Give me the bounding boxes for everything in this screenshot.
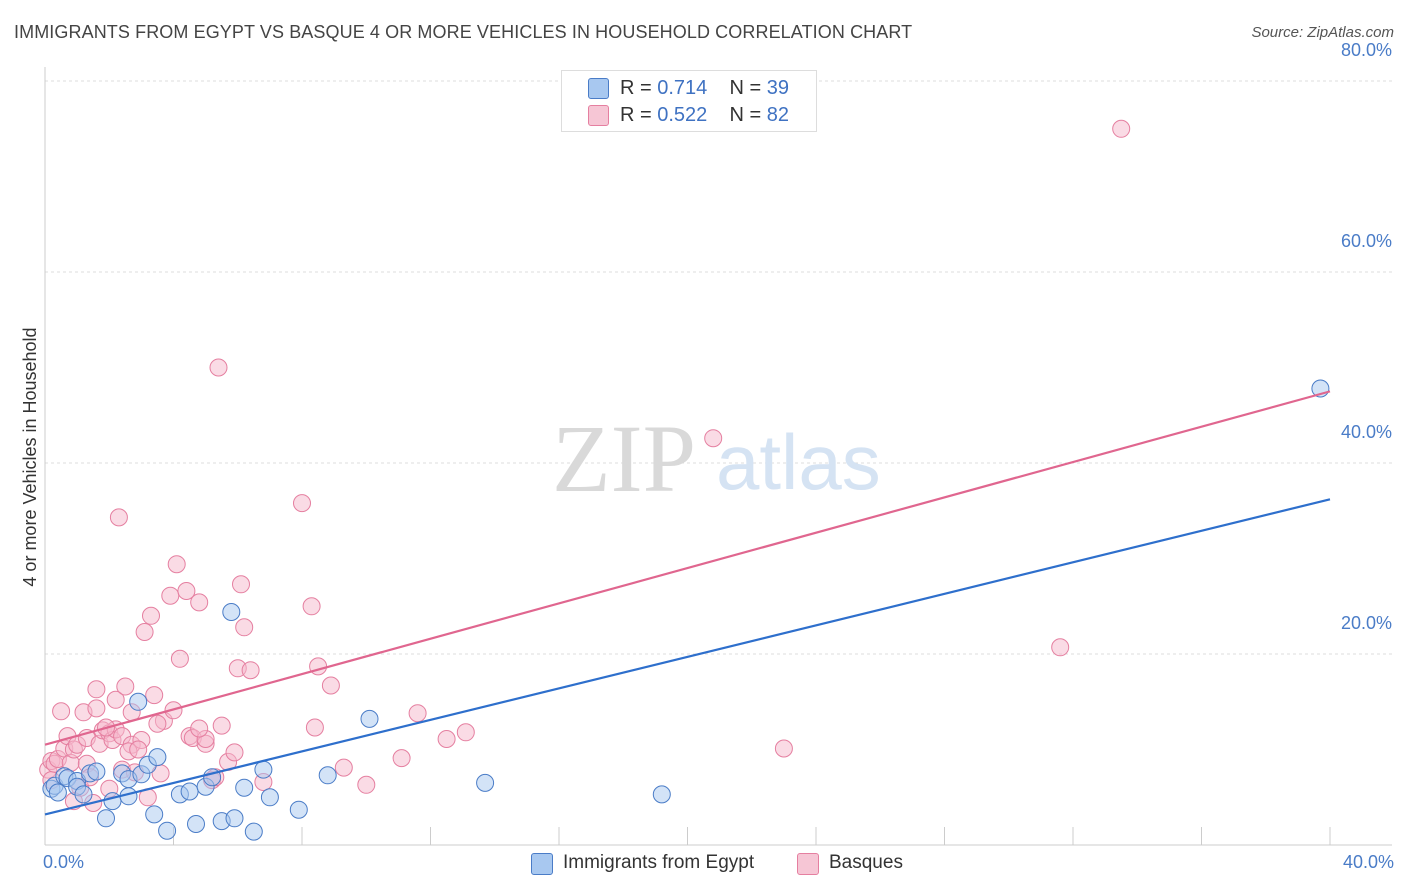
r-label: R = [620, 104, 658, 126]
egypt-point [254, 760, 273, 779]
egypt-point [260, 788, 279, 807]
axes [44, 67, 1392, 846]
basques-point [241, 661, 260, 680]
egypt-point [244, 822, 263, 841]
n-label: N = [729, 77, 767, 99]
basques-point [52, 702, 71, 721]
x-tick-max: 40.0% [1342, 852, 1394, 872]
gridlines [45, 80, 1392, 655]
egypt-point [129, 692, 148, 711]
basques-point [305, 718, 324, 737]
basques-point [392, 749, 411, 768]
basques-point [148, 714, 167, 733]
egypt-swatch [588, 78, 609, 99]
egypt-point [97, 809, 115, 828]
series-legend: Immigrants from Egypt Basques [0, 851, 1406, 879]
basques-trend-line [44, 390, 1331, 746]
egypt-point [235, 778, 254, 797]
correlation-legend: R = 0.714 N = 39 R = 0.522 N = 82 [561, 70, 817, 132]
egypt-point [158, 821, 177, 840]
r-value: 0.522 [657, 104, 708, 126]
basques-point [190, 719, 209, 738]
watermark-zip: ZIP [552, 405, 696, 512]
r-label: R = [620, 77, 658, 99]
basques-point [225, 743, 244, 762]
basques-point [209, 358, 228, 377]
egypt-point [225, 809, 244, 828]
basques-point [170, 649, 189, 668]
y-tick-label: 20.0% [1341, 613, 1392, 633]
egypt-point [222, 603, 241, 621]
basques-point [408, 704, 427, 723]
basques-point [145, 686, 164, 705]
egypt-point [476, 773, 495, 792]
n-value: 82 [766, 104, 790, 126]
basques-point [437, 730, 456, 748]
basques-point [135, 623, 154, 641]
basques-point [142, 606, 160, 625]
y-tick-labels: 20.0% 40.0% 60.0% 80.0% [1341, 40, 1392, 633]
y-tick-label: 40.0% [1341, 422, 1392, 442]
basques-point [161, 586, 180, 605]
legend-row-egypt-text: R = 0.714 N = 39 [620, 77, 789, 100]
egypt-point [145, 805, 164, 824]
basques-point [357, 775, 376, 794]
egypt-point [289, 800, 308, 819]
basques-swatch [588, 105, 609, 126]
y-axis-label: 4 or more Vehicles in Household [20, 327, 40, 586]
n-label: N = [729, 104, 767, 126]
egypt-point [74, 785, 93, 804]
y-tick-label: 60.0% [1341, 231, 1392, 251]
egypt-point [87, 762, 106, 781]
egypt-point [652, 785, 671, 804]
x-tick-min: 0.0% [43, 852, 85, 872]
basques-point [232, 575, 250, 594]
basques-point [321, 676, 340, 695]
egypt-point [48, 783, 67, 802]
basques-point [334, 758, 353, 777]
basques-point [1051, 638, 1070, 657]
basques-point [190, 593, 209, 612]
basques-point [212, 716, 231, 735]
y-tick-label: 80.0% [1341, 40, 1392, 60]
basques-point [704, 429, 723, 448]
n-value: 39 [766, 77, 790, 99]
zipatlas-watermark: ZIP atlas [552, 405, 881, 512]
basques-point [109, 508, 128, 527]
basques-point [456, 723, 475, 742]
egypt-points [42, 379, 1330, 841]
egypt-legend-swatch [531, 853, 553, 875]
basques-point [116, 677, 135, 696]
egypt-point [360, 709, 379, 728]
basques-point [87, 699, 106, 718]
basques-point [302, 597, 321, 616]
egypt-point [180, 782, 199, 801]
basques-point [177, 582, 196, 600]
basques-point [87, 680, 106, 699]
egypt-point [318, 766, 337, 785]
egypt-point [148, 748, 167, 767]
basques-point [235, 618, 254, 637]
basques-point [129, 740, 148, 759]
trend-lines [44, 390, 1331, 816]
basques-point [774, 739, 793, 758]
basques-legend-swatch [797, 853, 819, 875]
basques-legend-label: Basques [829, 852, 903, 873]
basques-point [1112, 119, 1131, 138]
basques-point [167, 555, 186, 574]
basques-point [106, 690, 125, 709]
basques-point [293, 494, 311, 513]
egypt-legend-label: Immigrants from Egypt [563, 852, 755, 873]
egypt-point [187, 815, 205, 833]
source-label: Source: ZipAtlas.com [1251, 24, 1394, 41]
egypt-trend-line [44, 498, 1331, 816]
chart-title: IMMIGRANTS FROM EGYPT VS BASQUE 4 OR MOR… [14, 22, 913, 42]
watermark-atlas: atlas [716, 418, 881, 506]
legend-row-basques-text: R = 0.522 N = 82 [620, 104, 789, 127]
egypt-point [103, 792, 122, 811]
r-value: 0.714 [657, 77, 708, 99]
